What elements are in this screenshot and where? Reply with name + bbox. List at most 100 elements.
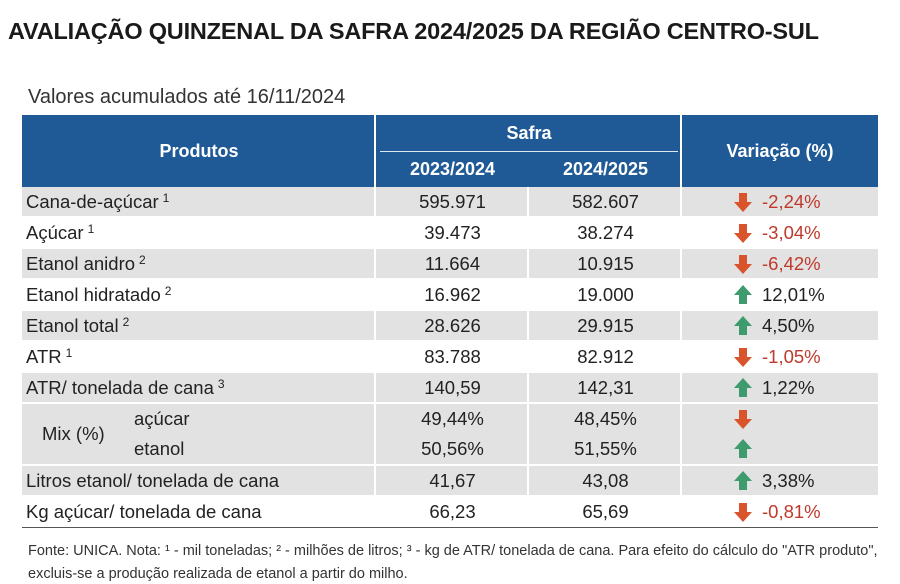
arrow-up-icon (734, 439, 752, 458)
arrow-up-icon (734, 377, 752, 397)
header-divider (380, 151, 678, 152)
product-cell: Etanol anidro 2 (22, 249, 374, 278)
arrow-up-icon (734, 284, 752, 304)
variation-value: -3,04% (762, 221, 821, 243)
mix-label: Mix (%) (42, 423, 105, 444)
header-separator (374, 115, 376, 187)
product-label: Etanol total (26, 314, 119, 336)
value-2024-2025: 582.607 (572, 190, 639, 212)
variation-cell: 12,01% (682, 280, 878, 309)
footnote-marker: 1 (87, 221, 95, 236)
value-2023-2024: 16.962 (424, 283, 481, 305)
arrow-down-icon (734, 410, 752, 429)
value-2023-2024: 66,23 (429, 500, 476, 522)
value-2023-2024: 11.664 (424, 252, 481, 274)
variation-cell: -2,24% (682, 187, 878, 216)
footnote-marker: 1 (65, 345, 73, 360)
table-row: Etanol anidro 2 11.664 10.915 -6,42% (22, 249, 878, 280)
value-2024-2025: 29.915 (577, 314, 634, 336)
header-separator (680, 115, 682, 187)
product-label: Litros etanol/ tonelada de cana (26, 469, 280, 491)
footnote-marker: 1 (162, 190, 170, 205)
product-cell: Kg açúcar/ tonelada de cana (22, 497, 374, 526)
table-row: Litros etanol/ tonelada de cana 41,67 43,0… (22, 466, 878, 497)
header-produtos: Produtos (159, 140, 239, 161)
variation-value: -6,42% (762, 252, 821, 274)
product-label: Etanol hidratado (26, 283, 161, 305)
header-variacao: Variação (%) (726, 140, 834, 161)
variation-value: 1,22% (762, 376, 815, 398)
header-year2: 2024/2025 (562, 159, 649, 179)
table-header: Produtos Safra 2023/2024 2024/2025 Varia… (22, 115, 878, 187)
product-cell: Açúcar 1 (22, 218, 374, 247)
table-row: Etanol hidratado 2 16.962 19.000 12,01% (22, 280, 878, 311)
variation-cell: -3,04% (682, 218, 878, 247)
arrow-up-icon (734, 470, 752, 490)
variation-cell: -1,05% (682, 342, 878, 371)
table-row: ATR/ tonelada de cana 3 140,59 142,31 1,22% (22, 373, 878, 404)
value-2024-2025: 142,31 (577, 376, 634, 398)
value-2024-2025: 38.274 (577, 221, 634, 243)
variation-cell: 3,38% (682, 466, 878, 495)
table-bottom-border (22, 527, 878, 528)
arrow-up-icon (734, 315, 752, 335)
value-2023-2024: 595.971 (419, 190, 486, 212)
variation-cell: -0,81% (682, 497, 878, 526)
header-safra: Safra (506, 122, 552, 143)
product-label: Etanol anidro (26, 252, 136, 274)
mix-row: Mix (%) açúcar etanol 49,44% 48,45% 50,56% 51,… (22, 404, 878, 466)
table-row: Cana-de-açúcar 1 595.971 582.607 -2,24% (22, 187, 878, 218)
mix-acucar-2023-2024: 49,44% (421, 408, 484, 429)
table-row: Kg açúcar/ tonelada de cana 66,23 65,69 -0,… (22, 497, 878, 528)
variation-cell: -6,42% (682, 249, 878, 278)
arrow-down-icon (734, 502, 752, 522)
table-body: Cana-de-açúcar 1 595.971 582.607 -2,24% Açúca… (22, 187, 878, 528)
table-row: ATR 1 83.788 82.912 -1,05% (22, 342, 878, 373)
table-row: Açúcar 1 39.473 38.274 -3,04% (22, 218, 878, 249)
variation-value: -2,24% (762, 190, 821, 212)
variation-value: 3,38% (762, 469, 815, 491)
mix-acucar-label: açúcar (134, 408, 190, 429)
value-2023-2024: 28.626 (424, 314, 481, 336)
mix-etanol-2023-2024: 50,56% (421, 438, 484, 459)
footnote-marker: 2 (164, 283, 172, 298)
arrow-down-icon (734, 192, 752, 212)
arrow-down-icon (734, 223, 752, 243)
product-label: Açúcar (26, 221, 84, 243)
page-title: AVALIAÇÃO QUINZENAL DA SAFRA 2024/2025 D… (8, 18, 819, 44)
footnote-marker: 2 (122, 314, 130, 329)
footnote: Fonte: UNICA. Nota: ¹ - mil toneladas; ²… (28, 543, 878, 582)
product-label: ATR (26, 345, 62, 367)
value-2023-2024: 41,67 (429, 469, 476, 491)
mix-etanol-label: etanol (134, 438, 185, 459)
variation-value: -1,05% (762, 345, 821, 367)
variation-cell: 4,50% (682, 311, 878, 340)
value-2024-2025: 82.912 (577, 345, 634, 367)
value-2023-2024: 140,59 (424, 376, 481, 398)
mix-etanol-2024-2025: 51,55% (574, 438, 637, 459)
variation-value: -0,81% (762, 500, 821, 522)
product-cell: Cana-de-açúcar 1 (22, 187, 374, 216)
mix-acucar-2024-2025: 48,45% (574, 408, 637, 429)
variation-value: 4,50% (762, 314, 815, 336)
footnote-marker: 2 (139, 252, 146, 267)
value-2024-2025: 65,69 (582, 500, 629, 522)
product-label: Kg açúcar/ tonelada de cana (26, 500, 262, 522)
product-label: Cana-de-açúcar (26, 190, 159, 212)
product-label: ATR/ tonelada de cana (26, 376, 214, 398)
value-2023-2024: 39.473 (424, 221, 481, 243)
value-2024-2025: 43,08 (582, 469, 629, 491)
product-cell: Etanol total 2 (22, 311, 374, 340)
footnote-marker: 3 (217, 376, 225, 391)
product-cell: ATR 1 (22, 342, 374, 371)
variation-cell: 1,22% (682, 373, 878, 402)
safra-table: Produtos Safra 2023/2024 2024/2025 Varia… (22, 115, 878, 528)
value-2024-2025: 19.000 (577, 283, 634, 305)
arrow-down-icon (734, 347, 752, 367)
arrow-down-icon (734, 254, 752, 274)
variation-value: 12,01% (762, 283, 825, 305)
product-cell: ATR/ tonelada de cana 3 (22, 373, 374, 402)
value-2024-2025: 10.915 (577, 252, 634, 274)
value-2023-2024: 83.788 (424, 345, 481, 367)
header-year1: 2023/2024 (409, 159, 496, 179)
